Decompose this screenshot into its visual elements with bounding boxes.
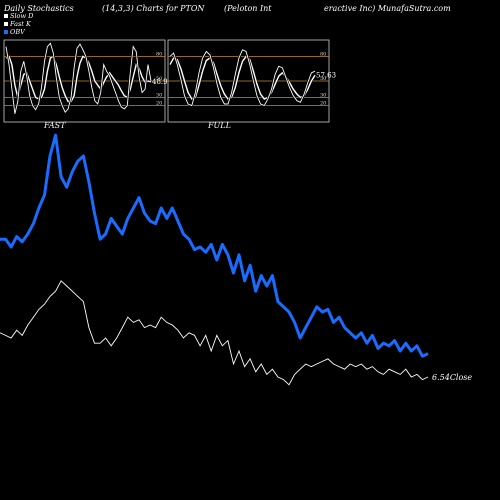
fast-panel-title: FAST xyxy=(44,121,66,130)
legend: Slow D Fast K OBV xyxy=(4,12,33,36)
legend-item-fast-k: Fast K xyxy=(4,20,33,28)
full-tick-label: 30 xyxy=(320,92,326,98)
fast-tick-label: 30 xyxy=(156,92,162,98)
legend-swatch xyxy=(4,22,8,26)
full-series-fast-k xyxy=(169,49,316,107)
title-company-b: eractive Inc) MunafaSutra.com xyxy=(324,4,451,13)
full-last-value: 57.63 xyxy=(316,71,336,79)
legend-swatch xyxy=(4,30,8,34)
title-left: Daily Stochastics xyxy=(4,4,74,13)
legend-item-slow-d: Slow D xyxy=(4,12,33,20)
legend-label: OBV xyxy=(10,28,25,36)
title-company-a: (Peloton Int xyxy=(224,4,272,13)
fast-tick-label: 50 xyxy=(156,76,162,82)
legend-label: Fast K xyxy=(10,20,31,28)
full-tick-label: 80 xyxy=(320,51,326,57)
fast-tick-label: 20 xyxy=(156,101,162,107)
legend-label: Slow D xyxy=(10,12,34,20)
full-stochastic-panel: 20 30 50 80 57.63 xyxy=(167,39,336,123)
obv-line xyxy=(0,133,429,358)
close-last-value: 6.54Close xyxy=(432,373,472,382)
title-params: (14,3,3) Charts for PTON xyxy=(102,4,205,13)
fast-series-slow-d xyxy=(5,55,152,103)
obv-price-panel: 6.54Close xyxy=(0,133,472,386)
full-tick-label: 20 xyxy=(320,101,326,107)
close-line xyxy=(0,280,429,386)
fast-series-fast-k xyxy=(5,42,152,114)
fast-last-value: 48.98 xyxy=(152,78,172,86)
legend-swatch xyxy=(4,14,8,18)
fast-tick-label: 80 xyxy=(156,51,162,57)
full-tick-label: 50 xyxy=(320,76,326,82)
legend-item-obv: OBV xyxy=(4,28,33,36)
full-panel-title: FULL xyxy=(208,121,231,130)
fast-stochastic-panel: 20 30 50 80 48.98 xyxy=(3,39,172,123)
